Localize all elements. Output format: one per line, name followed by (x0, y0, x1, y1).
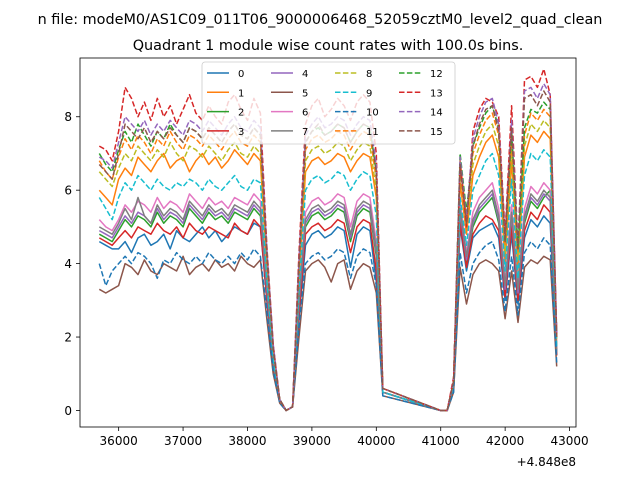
x-tick-label: 37000 (164, 434, 202, 448)
legend-label-7: 7 (302, 127, 308, 138)
legend-label-15: 15 (430, 127, 443, 138)
y-tick-label: 2 (64, 331, 72, 345)
series-line-11 (98, 108, 558, 412)
legend-label-12: 12 (430, 69, 443, 80)
y-tick-label: 0 (64, 404, 72, 418)
legend-label-5: 5 (302, 88, 308, 99)
x-tick-label: 43000 (550, 434, 588, 448)
x-tick-label: 38000 (228, 434, 266, 448)
x-tick-label: 40000 (357, 434, 395, 448)
legend-label-0: 0 (238, 69, 244, 80)
legend-label-9: 9 (366, 88, 372, 99)
figure-suptitle: n file: modeM0/AS1C09_011T06_9000006468_… (38, 12, 603, 28)
plot-frame (79, 57, 577, 428)
legend-label-13: 13 (430, 88, 443, 99)
y-tick-label: 4 (64, 257, 72, 271)
legend-label-6: 6 (302, 108, 308, 119)
legend-label-2: 2 (238, 108, 244, 119)
legend-label-14: 14 (430, 108, 443, 119)
x-offset-label: +4.848e8 (517, 455, 576, 469)
series-line-14 (98, 82, 558, 412)
series-lines (98, 68, 558, 412)
series-line-9 (98, 149, 558, 412)
y-tick-label: 8 (64, 110, 72, 124)
legend-box (201, 61, 456, 145)
series-line-15 (98, 90, 558, 412)
series-line-10 (98, 237, 558, 412)
series-line-5 (98, 255, 558, 412)
legend-label-1: 1 (238, 88, 244, 99)
axis-ticks: 36000 37000 38000 39000 40000 41000 42000 43000… (64, 110, 588, 448)
legend-label-8: 8 (366, 69, 372, 80)
x-tick-label: 36000 (100, 434, 138, 448)
legend-label-4: 4 (302, 69, 308, 80)
chart-title: Quadrant 1 module wise count rates with … (133, 38, 524, 54)
series-line-7 (98, 189, 558, 412)
series-line-8 (98, 119, 558, 412)
series-line-3 (98, 204, 558, 412)
x-tick-label: 39000 (293, 434, 331, 448)
legend-label-3: 3 (238, 127, 244, 138)
x-tick-label: 41000 (422, 434, 460, 448)
legend-label-10: 10 (366, 108, 379, 119)
legend-label-11: 11 (366, 127, 379, 138)
y-tick-label: 6 (64, 184, 72, 198)
series-line-13 (98, 68, 558, 412)
x-tick-label: 42000 (486, 434, 524, 448)
